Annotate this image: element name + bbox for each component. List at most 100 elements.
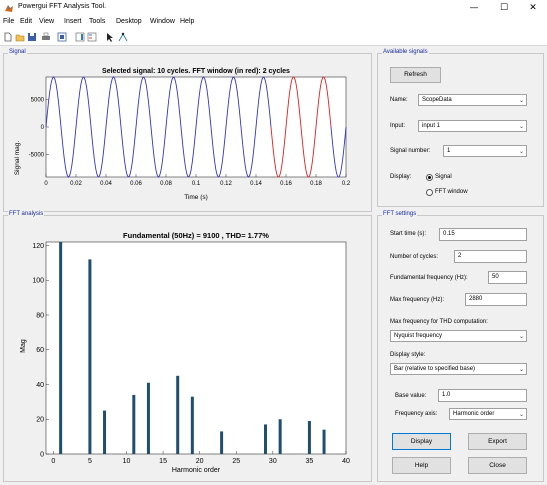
base-value-input[interactable]: 1.0 — [438, 389, 527, 402]
signal-chart-title: Selected signal: 10 cycles. FFT window (… — [102, 68, 290, 75]
signal-chart-ylabel: Signal mag. — [14, 141, 21, 176]
display-style-value: Bar (relative to specified base) — [394, 366, 476, 372]
number-of-cycles-input[interactable]: 2 — [454, 250, 527, 263]
insert-colorbar-icon[interactable] — [75, 32, 85, 42]
print-preview-icon[interactable] — [57, 32, 67, 42]
menu-file[interactable]: File — [3, 18, 15, 25]
menu-help[interactable]: Help — [180, 18, 195, 25]
signal-xtick-label: 0.02 — [70, 181, 82, 187]
thd-max-frequency-label: Max frequency for THD computation: — [390, 319, 488, 325]
display-signal-label: Signal — [435, 174, 452, 180]
menu-window[interactable]: Window — [150, 18, 175, 25]
signal-series-1 — [270, 76, 332, 178]
fft-bar — [190, 396, 194, 454]
display-signal-radio[interactable] — [426, 174, 433, 181]
base-value-label: Base value: — [395, 393, 427, 399]
display-button[interactable]: Display — [392, 433, 451, 450]
save-icon[interactable] — [27, 32, 37, 42]
fft-bar — [103, 410, 107, 454]
thd-max-frequency-value: Nyquist frequency — [394, 333, 443, 339]
data-cursor-icon[interactable] — [118, 32, 128, 42]
fft-bar — [307, 420, 311, 454]
signal-chart: Selected signal: 10 cycles. FFT window (… — [14, 68, 351, 201]
fft-chart-xlabel: Harmonic order — [172, 467, 221, 474]
fft-analysis-panel: FFT analysis — [3, 211, 372, 482]
maximize-button[interactable]: ☐ — [499, 3, 509, 13]
signal-xtick-label: 0.14 — [250, 181, 262, 187]
fft-chart-ylabel: Mag — [20, 339, 27, 353]
signal-xtick-label: 0.04 — [100, 181, 112, 187]
new-file-icon[interactable] — [3, 32, 13, 42]
frequency-axis-dropdown[interactable]: Harmonic order ⌄ — [449, 408, 527, 420]
signal-xtick-label: 0.16 — [280, 181, 292, 187]
signal-ytick-label: -5000 — [29, 152, 45, 158]
fft-bar — [322, 429, 326, 454]
menu-tools[interactable]: Tools — [89, 18, 106, 25]
fft-ytick-label: 120 — [32, 243, 44, 250]
fft-ytick-label: 20 — [36, 417, 44, 424]
close-window-button[interactable]: ✕ — [529, 3, 537, 13]
fft-xtick-label: 5 — [88, 458, 92, 465]
thd-max-frequency-dropdown[interactable]: Nyquist frequency ⌄ — [390, 330, 527, 342]
signal-ytick-label: 5000 — [31, 98, 45, 104]
fft-xtick-label: 35 — [306, 458, 314, 465]
fft-ytick-label: 0 — [40, 452, 44, 459]
fft-settings-title: FFT settings — [382, 211, 418, 217]
frequency-axis-label: Frequency axis: — [395, 411, 438, 417]
fft-bar — [59, 242, 63, 454]
signal-number-dropdown[interactable]: 1 ⌄ — [443, 145, 527, 157]
start-time-input[interactable]: 0.15 — [439, 228, 527, 241]
fft-xtick-label: 20 — [196, 458, 204, 465]
name-dropdown[interactable]: ScopeData ⌄ — [418, 94, 527, 106]
signal-xtick-label: 0.06 — [130, 181, 142, 187]
export-button[interactable]: Export — [468, 433, 527, 450]
help-button[interactable]: Help — [392, 457, 451, 474]
name-label: Name: — [390, 97, 408, 103]
signal-series-0 — [45, 76, 272, 178]
signal-number-label: Signal number: — [390, 148, 431, 154]
print-icon[interactable] — [41, 32, 51, 42]
close-button[interactable]: Close — [468, 457, 527, 474]
menu-bar: File Edit View Insert Tools Desktop Wind… — [0, 16, 547, 30]
max-frequency-input[interactable]: 2880 — [465, 293, 527, 306]
display-fft-window-radio[interactable] — [426, 189, 433, 196]
name-value: ScopeData — [422, 97, 452, 103]
fft-bar — [132, 394, 136, 454]
signal-number-value: 1 — [447, 148, 451, 154]
menu-desktop[interactable]: Desktop — [116, 18, 142, 25]
minimize-button[interactable]: — — [469, 3, 479, 13]
menu-insert[interactable]: Insert — [64, 18, 82, 25]
fft-ytick-label: 80 — [36, 312, 44, 319]
fft-xtick-label: 25 — [232, 458, 240, 465]
menu-edit[interactable]: Edit — [20, 18, 33, 25]
fft-bar — [176, 375, 180, 454]
fft-bar — [220, 431, 224, 454]
arrow-pointer-icon[interactable] — [105, 32, 115, 42]
menu-view[interactable]: View — [39, 18, 55, 25]
open-folder-icon[interactable] — [15, 32, 25, 42]
insert-legend-icon[interactable] — [87, 32, 97, 42]
chevron-down-icon: ⌄ — [518, 334, 524, 340]
chevron-down-icon: ⌄ — [518, 412, 524, 418]
title-bar: Powergui FFT Analysis Tool. — ☐ ✕ — [0, 0, 547, 16]
signal-xtick-label: 0.18 — [310, 181, 322, 187]
fft-chart: Fundamental (50Hz) = 9100 , THD= 1.77% M… — [20, 231, 350, 474]
available-signals-title: Available signals — [382, 49, 429, 55]
display-label: Display: — [390, 174, 412, 180]
refresh-button[interactable]: Refresh — [390, 67, 441, 83]
fft-xtick-label: 30 — [269, 458, 277, 465]
display-style-dropdown[interactable]: Bar (relative to specified base) ⌄ — [390, 363, 527, 375]
input-dropdown[interactable]: input 1 ⌄ — [418, 120, 527, 132]
fft-xtick-label: 15 — [159, 458, 167, 465]
start-time-label: Start time (s): — [390, 231, 427, 237]
chevron-down-icon: ⌄ — [518, 98, 524, 104]
display-style-label: Display style: — [390, 352, 426, 358]
fft-xtick-label: 40 — [342, 458, 350, 465]
fft-settings-panel: FFT settings — [377, 211, 544, 482]
fundamental-frequency-input[interactable]: 50 — [488, 271, 527, 284]
display-fft-window-label: FFT window — [435, 189, 468, 195]
signal-xtick-label: 0.12 — [220, 181, 232, 187]
window-title: Powergui FFT Analysis Tool. — [18, 3, 107, 10]
fft-xtick-label: 0 — [51, 458, 55, 465]
signal-ytick-label: 0 — [41, 125, 45, 131]
